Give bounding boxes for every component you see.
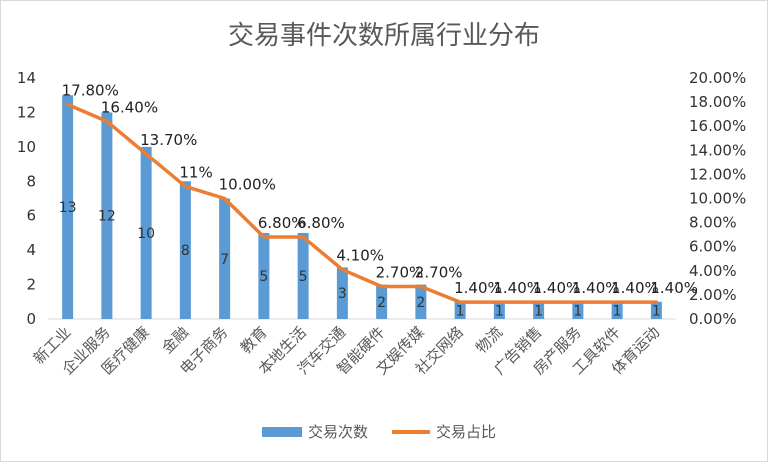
bar [650,301,662,319]
bar-value-label: 7 [220,252,229,268]
bar-value-label: 12 [98,209,116,225]
y-right-tick-label: 20.00% [689,69,746,87]
y-right-tick-label: 10.00% [689,190,746,208]
bar-value-label: 10 [137,226,155,242]
line-value-label: 1.40% [572,279,620,297]
bar [376,284,388,319]
line-value-label: 1.40% [533,279,581,297]
y-left-tick-label: 12 [17,103,36,121]
bar [493,301,505,319]
y-right-tick-label: 6.00% [689,238,737,256]
y-right-tick-label: 18.00% [689,93,746,111]
y-right-tick-label: 14.00% [689,141,746,159]
bar [533,301,545,319]
bar [297,232,309,319]
bar-value-label: 5 [259,269,268,285]
bar-value-label: 2 [377,295,386,311]
bar-value-label: 2 [416,295,425,311]
bar [140,146,152,319]
y-left-tick-label: 2 [26,276,36,294]
bar-value-label: 3 [338,286,347,302]
category-tick-label: 物流 [472,323,506,357]
y-right-tick-label: 8.00% [689,214,737,232]
bar-value-label: 8 [181,243,190,259]
line-value-label: 13.70% [140,131,197,149]
y-left-tick-label: 6 [26,207,36,225]
bar [611,301,623,319]
line-series [65,102,659,304]
category-tick-label: 金融 [158,323,192,357]
bar [454,301,466,319]
line-value-label: 1.40% [454,279,502,297]
bar [101,112,113,319]
line-value-label: 1.40% [493,279,541,297]
line-value-label: 1.40% [611,279,659,297]
legend-bar-label: 交易次数 [308,423,368,441]
y-right-tick-label: 0.00% [689,310,737,328]
bar-value-label: 1 [534,303,543,319]
y-right-tick-label: 12.00% [689,165,746,183]
legend: 交易次数 交易占比 [262,423,496,441]
bar-value-label: 1 [613,303,622,319]
line-value-label: 16.40% [101,98,158,116]
bar [415,284,427,319]
bar [258,232,270,319]
bar [62,95,74,319]
labels-layer: 13 12 10 8 7 5 5 3 2 2 1 1 1 1 1 1 17.80%16.40% 13.70% 11%… [59,82,698,320]
legend-line-label: 交易占比 [436,423,496,441]
line-value-label: 2.70% [376,263,424,281]
y-right-tick-label: 4.00% [689,262,737,280]
legend-bar-swatch [262,427,302,437]
line-value-label: 6.80% [297,214,345,232]
y-left-tick-label: 8 [26,172,36,190]
line-value-label: 4.10% [336,247,384,265]
y-right-tick-label: 16.00% [689,117,746,135]
y-left-tick-label: 0 [26,310,36,328]
line-value-label: 17.80% [62,82,119,100]
y-left-tick-label: 14 [17,69,36,87]
y-left-tick-label: 4 [26,241,36,259]
line-value-label: 10.00% [219,176,276,194]
line-value-label: 6.80% [258,214,306,232]
y-right-tick-label: 2.00% [689,286,737,304]
bar [179,181,191,319]
category-tick-label: 教育 [237,323,271,357]
bar-value-label: 1 [456,303,465,319]
bar-value-label: 1 [652,303,661,319]
chart-title: 交易事件次数所属行业分布 [228,21,540,51]
bar-value-label: 13 [59,200,77,216]
line-value-label: 11% [179,163,212,181]
bar-value-label: 5 [299,269,308,285]
line-layer [65,102,659,304]
y-left-tick-label: 10 [17,138,36,156]
bar [336,267,348,319]
bar-value-label: 1 [495,303,504,319]
bar-value-label: 1 [573,303,582,319]
line-value-label: 1.40% [650,279,698,297]
line-value-label: 2.70% [415,263,463,281]
bars-layer [62,95,662,319]
bar [572,301,584,319]
bar [219,198,231,319]
